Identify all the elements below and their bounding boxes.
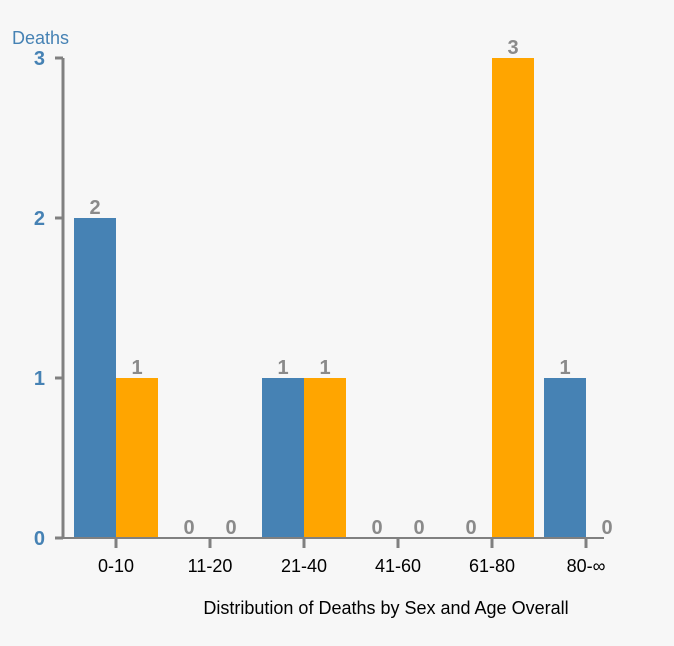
- value-label: 0: [601, 517, 612, 539]
- bar-series-1-80-∞: [544, 378, 586, 538]
- bar-series-2-61-80: [492, 58, 534, 538]
- value-label: 1: [559, 357, 570, 379]
- value-label: 2: [89, 197, 100, 219]
- value-label: 1: [277, 357, 288, 379]
- y-tick-label: 0: [34, 528, 45, 550]
- x-tick-label: 80-∞: [567, 556, 606, 576]
- bar-series-1-21-40: [262, 378, 304, 538]
- y-tick-label: 1: [34, 368, 45, 390]
- value-label: 0: [225, 517, 236, 539]
- value-labels-group: 2 1 0 0 1 1 0 0 0 3 1 0: [89, 37, 612, 539]
- y-axis-label: Deaths: [12, 28, 69, 48]
- bar-series-1-0-10: [74, 218, 116, 538]
- x-tick-label: 11-20: [188, 556, 233, 576]
- value-label: 0: [413, 517, 424, 539]
- value-label: 0: [371, 517, 382, 539]
- x-axis-label: Distribution of Deaths by Sex and Age Ov…: [203, 598, 568, 618]
- value-label: 3: [507, 37, 518, 59]
- y-tick-label: 2: [34, 208, 45, 230]
- value-label: 0: [465, 517, 476, 539]
- x-tick-label: 41-60: [375, 556, 421, 576]
- value-label: 0: [183, 517, 194, 539]
- value-label: 1: [319, 357, 330, 379]
- bars-group: [74, 58, 586, 538]
- y-axis: 0 1 2 3: [34, 48, 65, 550]
- bar-series-2-21-40: [304, 378, 346, 538]
- y-tick-label: 3: [34, 48, 45, 70]
- x-tick-label: 0-10: [98, 556, 134, 576]
- x-tick-label: 21-40: [281, 556, 327, 576]
- x-axis: 0-10 11-20 21-40 41-60 61-80 80-∞: [63, 537, 606, 576]
- bar-series-2-0-10: [116, 378, 158, 538]
- x-tick-label: 61-80: [469, 556, 515, 576]
- value-label: 1: [131, 357, 142, 379]
